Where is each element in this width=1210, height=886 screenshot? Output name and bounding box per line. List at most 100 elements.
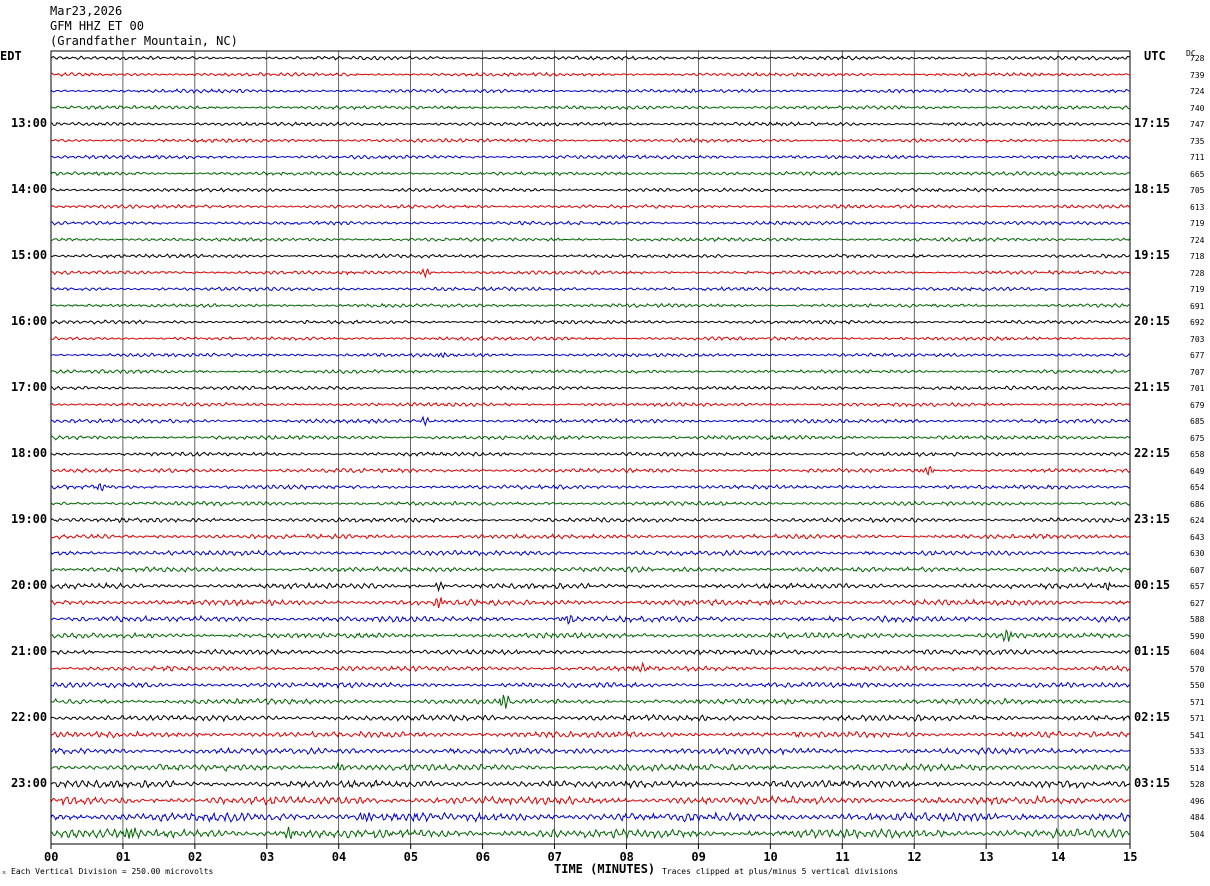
x-tick-label: 08 bbox=[619, 850, 634, 864]
dc-offset-label: 728 bbox=[1190, 54, 1205, 63]
x-tick-label: 13 bbox=[979, 850, 994, 864]
dc-offset-label: 484 bbox=[1190, 813, 1205, 822]
utc-hour-label: 23:15 bbox=[1134, 512, 1171, 526]
seismic-trace bbox=[50, 614, 1131, 625]
seismic-trace bbox=[50, 187, 1130, 193]
dc-offset-label: 496 bbox=[1190, 796, 1205, 806]
dc-offset-label: 677 bbox=[1190, 351, 1205, 360]
seismic-trace bbox=[50, 779, 1131, 790]
dc-offset-label: 739 bbox=[1190, 70, 1205, 80]
x-tick-label: 03 bbox=[259, 850, 275, 864]
seismic-trace bbox=[51, 104, 1130, 111]
seismic-trace bbox=[50, 761, 1131, 773]
seismic-trace bbox=[50, 236, 1131, 243]
station-code: GFM HHZ ET 00 bbox=[50, 19, 144, 33]
plot-date: Mar23,2026 bbox=[50, 4, 123, 18]
edt-hour-label: 15:00 bbox=[11, 248, 48, 262]
utc-hour-label: 00:15 bbox=[1134, 578, 1171, 592]
seismic-trace bbox=[50, 533, 1130, 540]
seismic-trace bbox=[50, 415, 1130, 427]
seismic-trace bbox=[50, 661, 1131, 673]
dc-offset-label: 724 bbox=[1190, 87, 1205, 96]
seismic-trace bbox=[50, 580, 1130, 593]
seismic-trace bbox=[50, 516, 1131, 524]
x-tick-label: 15 bbox=[1123, 850, 1138, 864]
seismic-trace bbox=[50, 549, 1130, 557]
utc-hour-label: 22:15 bbox=[1134, 446, 1171, 460]
seismic-trace bbox=[50, 267, 1131, 279]
seismic-trace bbox=[50, 401, 1131, 408]
edt-hour-label: 22:00 bbox=[11, 710, 48, 724]
scale-note: ⌅ Each Vertical Division = 250.00 microv… bbox=[2, 867, 213, 876]
seismic-trace bbox=[50, 483, 1130, 492]
x-tick-label: 07 bbox=[547, 850, 562, 864]
x-axis-title: TIME (MINUTES) bbox=[554, 862, 656, 876]
x-tick-label: 10 bbox=[763, 850, 778, 864]
edt-hour-label: 19:00 bbox=[11, 512, 48, 526]
dc-offset-label: 604 bbox=[1190, 648, 1205, 657]
x-tick-label: 00 bbox=[44, 850, 59, 864]
seismic-trace bbox=[50, 434, 1130, 441]
edt-hour-label: 21:00 bbox=[11, 644, 48, 658]
clip-note: Traces clipped at plus/minus 5 vertical … bbox=[662, 867, 899, 876]
utc-hour-label: 21:15 bbox=[1134, 380, 1171, 394]
seismic-trace bbox=[50, 597, 1130, 609]
utc-hour-label: 03:15 bbox=[1134, 776, 1171, 790]
seismic-trace bbox=[50, 319, 1130, 325]
seismic-trace bbox=[50, 351, 1131, 359]
seismic-trace bbox=[50, 286, 1131, 292]
seismic-trace bbox=[50, 137, 1131, 144]
seismic-trace bbox=[50, 681, 1131, 689]
seismic-trace bbox=[50, 465, 1131, 477]
x-tick-label: 02 bbox=[187, 850, 203, 864]
x-tick-label: 06 bbox=[475, 850, 491, 864]
seismic-trace bbox=[50, 565, 1131, 574]
seismic-trace bbox=[50, 302, 1130, 309]
utc-hour-label: 20:15 bbox=[1134, 314, 1171, 328]
dc-offset-label: 643 bbox=[1190, 532, 1205, 542]
edt-hour-label: 14:00 bbox=[11, 182, 48, 196]
left-timezone-label: EDT bbox=[0, 49, 22, 63]
dc-offset-label: 571 bbox=[1190, 697, 1205, 707]
edt-hour-label: 13:00 bbox=[11, 116, 48, 130]
dc-offset-label: 514 bbox=[1190, 763, 1205, 773]
edt-hour-label: 16:00 bbox=[11, 314, 48, 328]
dc-offset-label: 541 bbox=[1190, 730, 1205, 740]
dc-offset-label: 607 bbox=[1190, 565, 1205, 575]
dc-offset-label: 504 bbox=[1190, 829, 1205, 839]
seismic-trace bbox=[50, 648, 1131, 656]
edt-hour-label: 23:00 bbox=[11, 776, 48, 790]
dc-offset-label: 691 bbox=[1190, 301, 1205, 311]
seismic-trace bbox=[50, 451, 1131, 457]
dc-offset-label: 624 bbox=[1190, 516, 1205, 525]
seismic-trace bbox=[50, 368, 1130, 375]
dc-offset-label: 550 bbox=[1190, 681, 1205, 690]
dc-offset-label: 701 bbox=[1190, 384, 1205, 393]
dc-offset-label: 533 bbox=[1190, 747, 1205, 756]
utc-hour-label: 19:15 bbox=[1134, 248, 1171, 262]
dc-offset-label: 675 bbox=[1190, 433, 1205, 443]
dc-offset-label: 707 bbox=[1190, 367, 1205, 377]
seismic-trace bbox=[50, 88, 1130, 94]
seismic-trace bbox=[50, 730, 1131, 739]
dc-offset-label: 705 bbox=[1190, 186, 1205, 195]
dc-offset-label: 649 bbox=[1190, 466, 1205, 476]
dc-column-header: DC bbox=[1186, 49, 1196, 58]
seismic-trace bbox=[50, 713, 1131, 723]
dc-offset-label: 728 bbox=[1190, 268, 1205, 278]
seismic-trace bbox=[50, 154, 1131, 160]
plot-frame bbox=[50, 50, 1131, 845]
x-tick-label: 09 bbox=[691, 850, 706, 864]
utc-hour-label: 18:15 bbox=[1134, 182, 1171, 196]
dc-offset-label: 571 bbox=[1190, 714, 1205, 723]
seismic-trace bbox=[50, 55, 1130, 61]
dc-offset-label: 692 bbox=[1190, 318, 1205, 327]
dc-offset-label: 735 bbox=[1190, 136, 1205, 146]
dc-offset-label: 613 bbox=[1190, 202, 1205, 212]
dc-offset-label: 570 bbox=[1190, 664, 1205, 674]
edt-hour-label: 17:00 bbox=[11, 380, 48, 394]
utc-hour-label: 01:15 bbox=[1134, 644, 1171, 658]
seismic-trace bbox=[51, 71, 1130, 78]
utc-hour-label: 02:15 bbox=[1134, 710, 1171, 724]
utc-hour-label: 17:15 bbox=[1134, 116, 1171, 130]
